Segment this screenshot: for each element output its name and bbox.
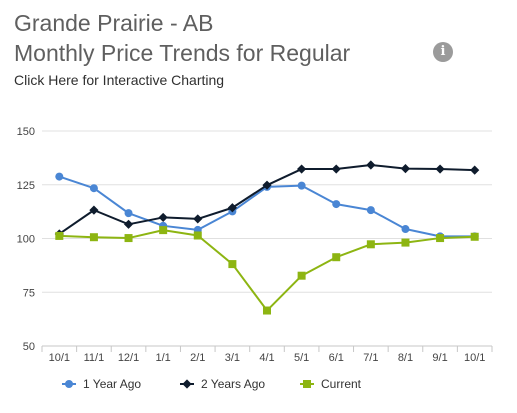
legend-item: 1 Year Ago xyxy=(62,377,141,391)
legend-marker xyxy=(65,380,73,388)
data-point xyxy=(435,164,445,174)
data-point xyxy=(159,226,168,235)
x-tick-label: 6/1 xyxy=(329,352,344,364)
x-tick-label: 7/1 xyxy=(363,352,378,364)
x-tick-label: 3/1 xyxy=(225,352,240,364)
x-tick-label: 10/1 xyxy=(49,352,70,364)
legend-label: 1 Year Ago xyxy=(83,377,141,391)
y-tick-label-150: 150 xyxy=(17,126,35,138)
data-point xyxy=(262,180,272,190)
x-tick-label: 8/1 xyxy=(398,352,413,364)
data-point xyxy=(124,209,133,218)
data-point xyxy=(193,214,203,224)
y-tick-label-125: 125 xyxy=(17,180,35,192)
data-point xyxy=(228,260,237,269)
x-tick-label: 10/1 xyxy=(464,352,485,364)
data-point xyxy=(297,164,307,174)
data-point xyxy=(123,219,134,229)
series-line xyxy=(58,163,476,235)
legend-item: 2 Years Ago xyxy=(180,377,265,391)
x-tick-label: 4/1 xyxy=(259,352,274,364)
grid-group: 50 75 100 125 150 10/1 11/1 12/1 1/1 2/1 3/1 4/1 5/1… xyxy=(17,126,493,364)
data-point xyxy=(400,164,411,174)
chart-title-trend: Monthly Price Trends for Regular xyxy=(14,40,351,66)
legend-marker xyxy=(303,380,311,388)
data-point xyxy=(89,184,98,193)
data-point xyxy=(89,205,99,215)
data-point xyxy=(366,240,375,249)
data-point xyxy=(193,231,202,240)
data-point xyxy=(332,253,341,262)
data-point xyxy=(124,234,133,243)
data-point xyxy=(158,212,168,223)
series-2-years-ago xyxy=(54,160,480,239)
data-point xyxy=(366,160,376,170)
data-point xyxy=(331,164,341,174)
x-tick-label: 2/1 xyxy=(190,352,205,364)
data-point xyxy=(263,306,271,315)
data-point xyxy=(297,271,306,280)
series-line xyxy=(58,229,476,312)
data-point xyxy=(401,238,410,247)
legend-item: Current xyxy=(300,377,362,391)
x-tick-label: 12/1 xyxy=(118,352,139,364)
data-point xyxy=(55,172,64,181)
legend-label: 2 Years Ago xyxy=(201,377,265,391)
x-tick-label: 1/1 xyxy=(156,352,171,364)
info-icon[interactable]: i xyxy=(433,42,453,62)
data-point xyxy=(470,232,479,241)
y-tick-label-75: 75 xyxy=(23,287,35,299)
x-tick-label: 9/1 xyxy=(432,352,447,364)
data-point xyxy=(401,225,410,234)
data-point xyxy=(55,231,64,240)
data-point xyxy=(227,203,237,213)
chart-legend: 1 Year Ago 2 Years Ago Current xyxy=(62,377,362,391)
x-tick-label: 5/1 xyxy=(294,352,309,364)
data-point xyxy=(436,234,445,243)
data-point xyxy=(366,206,375,215)
x-tick-label: 11/1 xyxy=(84,352,105,364)
series-current xyxy=(55,226,479,315)
interactive-charting-link[interactable]: Click Here for Interactive Charting xyxy=(14,72,225,88)
data-point xyxy=(470,165,480,175)
data-point xyxy=(332,200,341,209)
data-point xyxy=(297,181,306,190)
y-tick-label-50: 50 xyxy=(23,341,35,353)
y-tick-label-100: 100 xyxy=(17,234,35,246)
chart-title-location: Grande Prairie - AB xyxy=(14,10,214,36)
data-point xyxy=(89,233,98,242)
legend-marker xyxy=(182,379,192,389)
chart-header: Grande Prairie - AB Monthly Price Trends… xyxy=(14,8,434,90)
legend-label: Current xyxy=(321,377,362,391)
